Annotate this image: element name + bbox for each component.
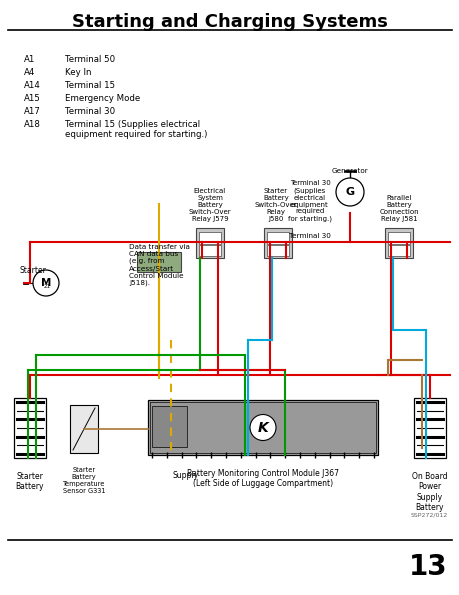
- Text: Terminal 30
(Supplies
electrical
equipment
required
for starting.): Terminal 30 (Supplies electrical equipme…: [287, 180, 331, 222]
- Bar: [148, 400, 377, 455]
- Text: Terminal 15 (Supplies electrical: Terminal 15 (Supplies electrical: [65, 120, 200, 129]
- Text: 13: 13: [409, 553, 447, 581]
- Circle shape: [33, 270, 59, 296]
- Text: A14: A14: [24, 81, 41, 90]
- Text: SSP272/012: SSP272/012: [410, 512, 447, 518]
- Text: A1: A1: [24, 55, 35, 64]
- Text: Emergency Mode: Emergency Mode: [65, 94, 140, 103]
- Text: Terminal 30: Terminal 30: [65, 107, 115, 116]
- Bar: [14, 398, 46, 458]
- Text: A17: A17: [24, 107, 41, 116]
- Text: Terminal 30: Terminal 30: [288, 233, 330, 239]
- Bar: [387, 245, 409, 256]
- Text: On Board
Power
Supply
Battery: On Board Power Supply Battery: [411, 472, 447, 512]
- Text: M: M: [41, 278, 51, 288]
- Text: Terminal 50: Terminal 50: [65, 55, 115, 64]
- Text: A18: A18: [24, 120, 41, 129]
- Bar: [196, 228, 224, 258]
- Bar: [266, 245, 288, 256]
- Bar: [150, 402, 375, 453]
- Text: Data transfer via
CAN data bus
(e.g. from
Access/Start
Control Module
J518).: Data transfer via CAN data bus (e.g. fro…: [129, 244, 190, 286]
- Bar: [70, 405, 98, 453]
- Text: Starting and Charging Systems: Starting and Charging Systems: [72, 13, 387, 31]
- Bar: [263, 228, 291, 258]
- Text: Electrical
System
Battery
Switch-Over
Relay J579: Electrical System Battery Switch-Over Re…: [188, 188, 231, 222]
- Bar: [151, 406, 187, 447]
- Text: equipment required for starting.): equipment required for starting.): [65, 130, 207, 139]
- Text: Supply: Supply: [173, 471, 199, 480]
- Bar: [384, 228, 412, 258]
- Bar: [387, 232, 409, 243]
- Bar: [199, 245, 220, 256]
- Text: A15: A15: [24, 94, 41, 103]
- Text: Generator: Generator: [331, 168, 368, 174]
- Text: K: K: [257, 421, 268, 434]
- Circle shape: [249, 415, 275, 440]
- Text: Starter: Starter: [20, 266, 46, 275]
- Text: 21: 21: [44, 284, 50, 290]
- Circle shape: [335, 178, 363, 206]
- Text: Battery Monitoring Control Module J367
(Left Side of Luggage Compartment): Battery Monitoring Control Module J367 (…: [187, 469, 338, 488]
- Text: Starter
Battery
Temperature
Sensor G331: Starter Battery Temperature Sensor G331: [62, 467, 105, 494]
- Bar: [199, 232, 220, 243]
- Bar: [413, 398, 445, 458]
- Text: G: G: [345, 187, 354, 197]
- Text: Starter
Battery
Switch-Over
Relay
J580: Starter Battery Switch-Over Relay J580: [254, 188, 297, 222]
- Text: Starter
Battery: Starter Battery: [16, 472, 44, 491]
- Text: Terminal 15: Terminal 15: [65, 81, 115, 90]
- Text: Parallel
Battery
Connection
Relay J581: Parallel Battery Connection Relay J581: [378, 195, 418, 222]
- Text: A4: A4: [24, 68, 35, 77]
- Bar: [266, 232, 288, 243]
- Text: Key In: Key In: [65, 68, 91, 77]
- Bar: [137, 252, 180, 272]
